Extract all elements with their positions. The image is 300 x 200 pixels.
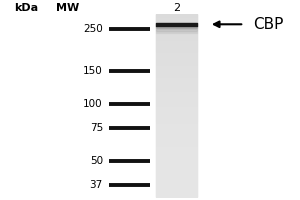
Text: CBP: CBP (253, 17, 284, 32)
Text: 75: 75 (90, 123, 103, 133)
Text: 150: 150 (83, 66, 103, 76)
Text: 37: 37 (90, 180, 103, 190)
Text: 250: 250 (83, 24, 103, 34)
Text: 100: 100 (83, 99, 103, 109)
Text: kDa: kDa (15, 3, 39, 13)
Text: 50: 50 (90, 156, 103, 166)
Text: 2: 2 (173, 3, 180, 13)
Text: MW: MW (56, 3, 79, 13)
